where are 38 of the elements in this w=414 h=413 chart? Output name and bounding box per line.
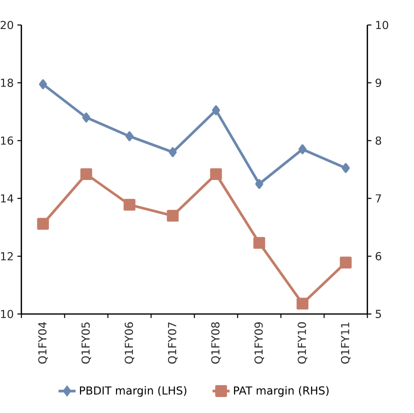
legend-label: PAT margin (RHS) <box>234 386 329 397</box>
x-tick-label: Q1FY11 <box>340 322 351 364</box>
point <box>210 168 222 180</box>
y2-tick-label: 10 <box>376 20 388 30</box>
y2-tick-label: 7 <box>376 194 381 202</box>
y-tick-label: 10 <box>1 310 14 318</box>
x-tick-label: Q1FY08 <box>211 322 221 364</box>
y2-tick-label: 5 <box>376 310 381 318</box>
x-tick-label: Q1FY04 <box>38 322 48 364</box>
point <box>255 179 264 189</box>
y-tick-label: 12 <box>1 252 13 260</box>
point <box>126 131 134 142</box>
x-tick-label: Q1FY07 <box>168 322 178 364</box>
point <box>340 256 352 268</box>
point <box>124 198 136 211</box>
x-tick-label: Q1FY10 <box>298 322 308 364</box>
y2-tick-label: 8 <box>376 136 382 145</box>
x-tick-label: Q1FY09 <box>254 322 264 364</box>
point <box>80 168 92 180</box>
y-tick-label: 16 <box>1 136 14 145</box>
point <box>82 112 90 122</box>
y2-tick-label: 6 <box>376 252 382 260</box>
point <box>166 210 179 222</box>
x-tick-label: Q1FY06 <box>124 322 134 364</box>
y-tick-label: 18 <box>1 78 14 87</box>
x-tick-label: Q1FY05 <box>81 322 92 364</box>
point <box>37 218 49 230</box>
point <box>253 237 266 249</box>
point <box>342 163 350 173</box>
y-tick-label: 20 <box>0 20 14 30</box>
y-tick-label: 14 <box>1 194 14 202</box>
point <box>39 79 47 90</box>
point <box>298 144 306 154</box>
point <box>296 298 308 310</box>
legend-label: PBDIT margin (LHS) <box>80 386 186 397</box>
point <box>212 105 220 116</box>
point <box>168 147 177 158</box>
y2-tick-label: 9 <box>376 78 382 87</box>
